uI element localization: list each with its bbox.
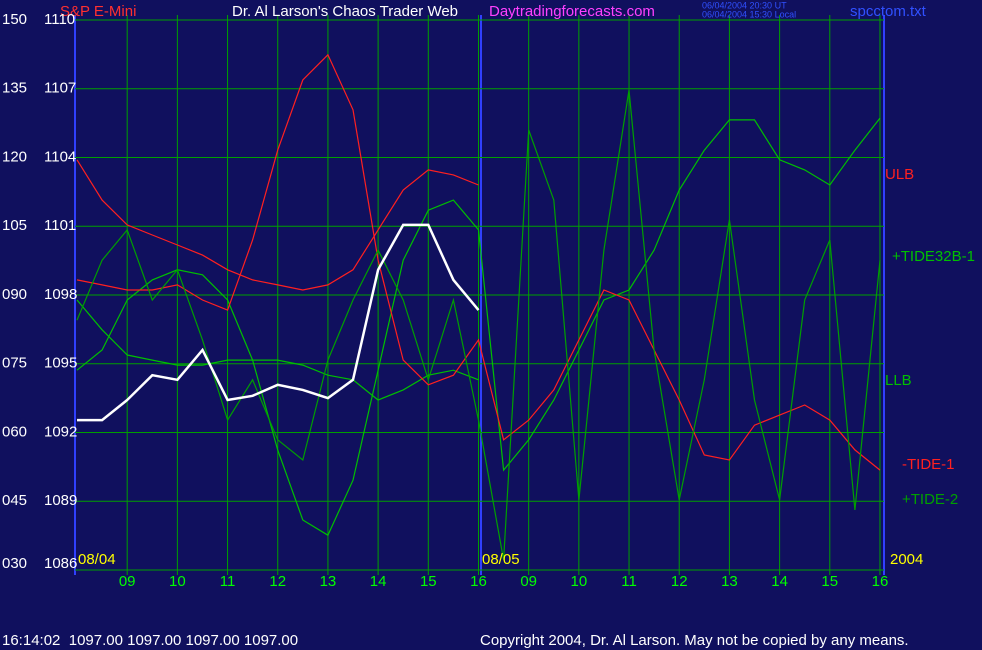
series-line	[76, 117, 881, 537]
x-tick-label: 09	[119, 573, 136, 590]
y-tick-label: 135	[2, 80, 27, 97]
legend-label: -TIDE-1	[902, 456, 955, 473]
x-tick-label: 13	[721, 573, 738, 590]
legend-label: LLB	[885, 372, 912, 389]
file-name: spcctom.txt	[850, 3, 927, 20]
x-tick-label: 11	[220, 573, 236, 590]
legend-label: +TIDE32B-1	[892, 248, 975, 265]
y2-tick-label: 1104	[44, 148, 76, 165]
x-tick-label: 10	[169, 573, 186, 590]
instrument: S&P E-Mini	[60, 3, 136, 20]
y2-tick-label: 1086	[44, 555, 77, 572]
y-tick-label: 120	[2, 148, 27, 165]
y-tick-label: 150	[2, 11, 27, 28]
series-line	[76, 159, 479, 291]
legend-label: +TIDE-2	[902, 491, 958, 508]
y-tick-label: 105	[2, 217, 27, 234]
status: 16:14:02 1097.00 1097.00 1097.00 1097.00	[2, 632, 298, 649]
y-tick-label: 090	[2, 286, 27, 303]
chart-title: Dr. Al Larson's Chaos Trader Web	[232, 3, 458, 20]
series-line	[76, 53, 881, 471]
y2-tick-label: 1098	[44, 286, 77, 303]
x-tick-label: 15	[420, 573, 437, 590]
y-tick-label: 075	[2, 355, 27, 372]
series-line	[77, 223, 480, 422]
legend-label: ULB	[885, 166, 914, 183]
y2-tick-label: 1092	[44, 423, 77, 440]
x-tick-label: 11	[621, 573, 637, 590]
x-tick-label: 15	[821, 573, 838, 590]
y2-tick-label: 1101	[44, 217, 76, 234]
date-label: 2004	[890, 551, 923, 568]
x-tick-label: 16	[470, 573, 487, 590]
y2-tick-label: 1110	[44, 11, 75, 28]
x-tick-label: 16	[872, 573, 889, 590]
x-tick-label: 12	[671, 573, 688, 590]
x-tick-label: 10	[571, 573, 588, 590]
y2-tick-label: 1107	[44, 80, 76, 97]
y-tick-label: 030	[2, 555, 27, 572]
lines	[76, 53, 881, 561]
y2-tick-label: 1095	[44, 355, 77, 372]
site: Daytradingforecasts.com	[489, 3, 655, 20]
x-tick-label: 14	[771, 573, 788, 590]
y2-tick-label: 1089	[44, 492, 77, 509]
y-tick-label: 060	[2, 423, 27, 440]
y-tick-label: 045	[2, 492, 27, 509]
copyright: Copyright 2004, Dr. Al Larson. May not b…	[480, 632, 909, 649]
series-line	[76, 299, 479, 401]
x-tick-label: 12	[269, 573, 286, 590]
timestamp-local: 06/04/2004 15:30 Local	[702, 9, 796, 19]
date-label: 08/05	[482, 551, 520, 568]
timestamp-ut: 06/04/2004 20:30 UT	[702, 0, 787, 10]
x-tick-label: 09	[520, 573, 537, 590]
date-label: 08/04	[78, 551, 116, 568]
x-tick-label: 14	[370, 573, 387, 590]
x-tick-label: 13	[320, 573, 337, 590]
